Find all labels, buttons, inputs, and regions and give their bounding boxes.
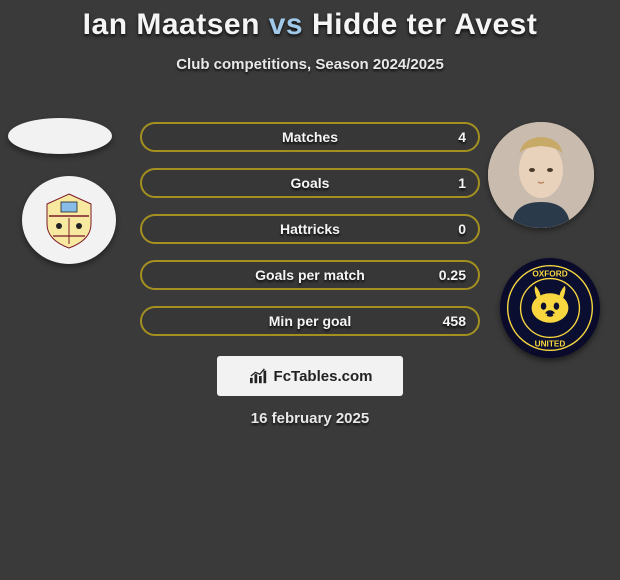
stats-list: Matches 4 Goals 1 Hattricks 0 Goals per … bbox=[140, 122, 480, 352]
stat-row-goals: Goals 1 bbox=[140, 168, 480, 198]
svg-text:OXFORD: OXFORD bbox=[532, 270, 567, 279]
subtitle: Club competitions, Season 2024/2025 bbox=[0, 56, 620, 73]
player1-avatar bbox=[8, 118, 112, 154]
player1-name: Ian Maatsen bbox=[83, 8, 260, 41]
stat-label: Goals bbox=[291, 175, 330, 191]
date-text: 16 february 2025 bbox=[251, 410, 369, 427]
stat-row-min-per-goal: Min per goal 458 bbox=[140, 306, 480, 336]
brand-box[interactable]: FcTables.com bbox=[217, 356, 403, 396]
stat-row-hattricks: Hattricks 0 bbox=[140, 214, 480, 244]
stat-row-matches: Matches 4 bbox=[140, 122, 480, 152]
vs-text: vs bbox=[269, 8, 312, 41]
stat-label: Min per goal bbox=[269, 313, 351, 329]
svg-text:UNITED: UNITED bbox=[535, 340, 566, 349]
stat-value: 4 bbox=[458, 129, 466, 145]
stat-value: 458 bbox=[443, 313, 466, 329]
stat-value: 1 bbox=[458, 175, 466, 191]
comparison-title: Ian Maatsen vs Hidde ter Avest bbox=[0, 0, 620, 42]
stat-label: Goals per match bbox=[255, 267, 365, 283]
player2-name: Hidde ter Avest bbox=[312, 8, 537, 41]
stat-value: 0.25 bbox=[439, 267, 466, 283]
player2-club-badge: OXFORD UNITED bbox=[500, 258, 600, 358]
stat-label: Hattricks bbox=[280, 221, 340, 237]
player1-club-badge bbox=[22, 176, 116, 264]
player2-avatar bbox=[488, 122, 594, 228]
stat-row-goals-per-match: Goals per match 0.25 bbox=[140, 260, 480, 290]
brand-text: FcTables.com bbox=[274, 368, 373, 385]
stat-value: 0 bbox=[458, 221, 466, 237]
stat-label: Matches bbox=[282, 129, 338, 145]
brand-chart-icon bbox=[248, 367, 270, 385]
